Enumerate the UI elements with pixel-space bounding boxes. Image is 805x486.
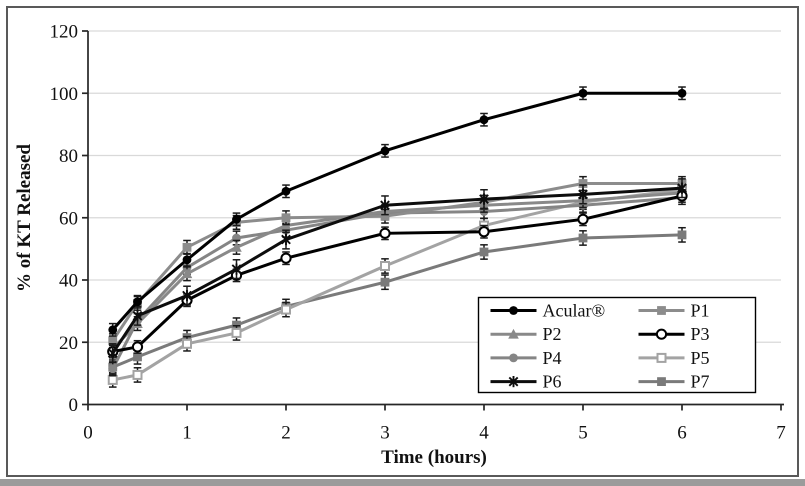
data-point-marker bbox=[479, 247, 489, 257]
data-point-marker bbox=[281, 233, 291, 246]
data-point-marker bbox=[131, 341, 144, 353]
data-point-marker bbox=[182, 242, 192, 252]
data-point-marker bbox=[231, 327, 242, 338]
data-point-marker bbox=[578, 88, 588, 98]
data-point-marker bbox=[657, 377, 666, 386]
data-point-marker bbox=[380, 146, 390, 156]
data-point-marker bbox=[280, 252, 292, 264]
data-point-marker bbox=[132, 310, 143, 322]
legend-label: P7 bbox=[691, 372, 710, 392]
data-point-marker bbox=[281, 304, 291, 315]
data-point-marker bbox=[677, 88, 687, 98]
x-tick-label: 2 bbox=[281, 423, 291, 444]
data-point-marker bbox=[107, 374, 118, 385]
data-point-marker bbox=[281, 186, 291, 196]
x-tick-label: 6 bbox=[677, 423, 687, 444]
data-point-marker bbox=[181, 268, 193, 279]
y-tick-label: 0 bbox=[69, 395, 79, 416]
legend-item-P4: P4 bbox=[490, 348, 562, 368]
data-point-marker bbox=[508, 376, 519, 388]
data-point-marker bbox=[578, 188, 588, 201]
legend-item-P3: P3 bbox=[638, 324, 710, 344]
data-point-marker bbox=[578, 233, 588, 243]
data-point-marker bbox=[508, 328, 519, 339]
data-point-marker bbox=[231, 242, 242, 252]
data-series bbox=[107, 86, 688, 388]
x-axis-title: Time (hours) bbox=[381, 447, 487, 468]
legend-box bbox=[477, 296, 757, 394]
series-Acular bbox=[108, 86, 687, 337]
axes: 0 20 40 60 80 100 120 0 1 2 3 4 5 6 7 bbox=[50, 22, 786, 444]
legend-label: P4 bbox=[543, 348, 562, 368]
legend-item-P5: P5 bbox=[638, 348, 710, 368]
y-axis-title: % of KT Released bbox=[14, 144, 35, 292]
legend: Acular® P1 P2 P3 P4 P5 P6 P7 bbox=[477, 296, 757, 394]
figure-bottom-edge bbox=[0, 479, 805, 486]
y-tick-label: 120 bbox=[50, 22, 79, 43]
y-tick-label: 60 bbox=[59, 208, 78, 229]
data-point-marker bbox=[677, 182, 687, 194]
legend-item-Acular: Acular® bbox=[490, 301, 606, 321]
data-point-marker bbox=[182, 255, 192, 265]
data-point-marker bbox=[182, 289, 192, 302]
data-point-marker bbox=[380, 260, 390, 271]
data-point-marker bbox=[133, 297, 142, 307]
data-point-marker bbox=[656, 352, 667, 363]
x-tick-label: 7 bbox=[776, 423, 786, 444]
data-point-marker bbox=[380, 199, 390, 211]
data-point-marker bbox=[182, 338, 192, 349]
legend-item-P1: P1 bbox=[638, 301, 710, 321]
y-tick-label: 100 bbox=[50, 84, 79, 105]
data-point-marker bbox=[479, 193, 489, 205]
data-point-marker bbox=[677, 230, 687, 240]
x-tick-label: 5 bbox=[578, 423, 588, 444]
x-tick-label: 4 bbox=[479, 423, 489, 444]
data-point-marker bbox=[108, 336, 118, 346]
legend-label: P1 bbox=[691, 301, 710, 321]
legend-item-P2: P2 bbox=[490, 324, 562, 344]
legend-label: P3 bbox=[691, 324, 710, 344]
legend-label: P5 bbox=[691, 348, 710, 368]
data-point-marker bbox=[232, 214, 241, 224]
data-point-marker bbox=[281, 213, 291, 223]
data-point-marker bbox=[509, 353, 518, 363]
data-point-marker bbox=[478, 226, 490, 238]
data-point-marker bbox=[578, 179, 588, 188]
data-point-marker bbox=[132, 369, 143, 380]
data-point-marker bbox=[380, 211, 390, 221]
legend-item-P6: P6 bbox=[490, 372, 562, 392]
x-tick-label: 3 bbox=[380, 423, 390, 444]
series-P6 bbox=[107, 178, 687, 364]
x-tick-label: 0 bbox=[83, 423, 93, 444]
legend-label: Acular® bbox=[543, 301, 606, 321]
x-tick-label: 1 bbox=[182, 423, 192, 444]
data-point-marker bbox=[231, 263, 242, 275]
data-point-marker bbox=[577, 213, 589, 225]
data-point-marker bbox=[657, 306, 666, 315]
y-tick-label: 20 bbox=[59, 333, 78, 354]
legend-label: P6 bbox=[543, 372, 562, 392]
data-point-marker bbox=[108, 364, 118, 374]
data-point-marker bbox=[133, 352, 142, 362]
y-tick-label: 80 bbox=[59, 146, 78, 167]
legend-label: P2 bbox=[543, 324, 562, 344]
y-tick-label: 40 bbox=[59, 271, 78, 292]
data-point-marker bbox=[108, 325, 118, 335]
data-point-marker bbox=[379, 227, 391, 239]
data-point-marker bbox=[655, 328, 668, 340]
data-point-marker bbox=[509, 306, 518, 315]
data-point-marker bbox=[107, 347, 118, 359]
data-point-marker bbox=[380, 277, 390, 287]
data-point-marker bbox=[479, 115, 489, 125]
legend-item-P7: P7 bbox=[638, 372, 710, 392]
